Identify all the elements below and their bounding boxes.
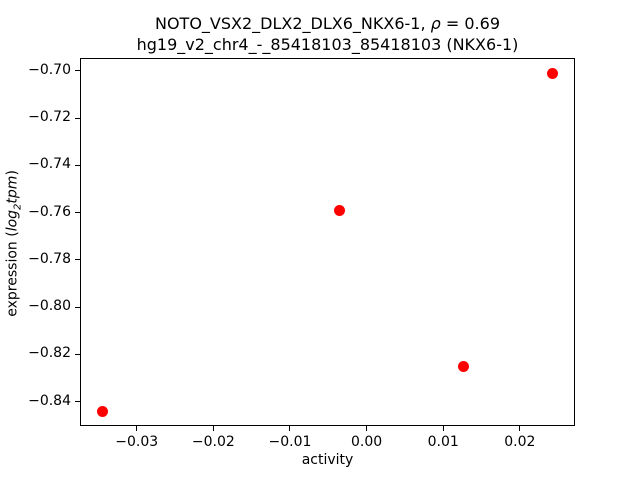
x-tick-mark xyxy=(366,426,368,431)
plot-area xyxy=(80,58,575,426)
x-tick-label: −0.02 xyxy=(191,434,235,450)
data-point xyxy=(457,360,469,372)
x-axis-label: activity xyxy=(301,452,354,468)
y-tick-mark xyxy=(75,401,80,403)
rho-symbol: ρ xyxy=(430,14,441,33)
x-tick-label: −0.01 xyxy=(268,434,312,450)
x-tick-label: 0.01 xyxy=(427,434,459,450)
x-tick-label: 0.02 xyxy=(504,434,536,450)
y-tick-label: −0.76 xyxy=(28,203,71,220)
x-tick-mark xyxy=(519,426,521,431)
y-tick-label: −0.74 xyxy=(28,156,71,173)
x-tick-label: −0.03 xyxy=(115,434,159,450)
y-label-tpm: tpm xyxy=(4,175,21,204)
title-text: NOTO_VSX2_DLX2_DLX6_NKX6-1, xyxy=(154,14,431,33)
y-tick-mark xyxy=(75,212,80,214)
x-tick-mark xyxy=(442,426,444,431)
y-tick-mark xyxy=(75,306,80,308)
y-tick-mark xyxy=(75,353,80,355)
rho-value: = 0.69 xyxy=(440,14,500,33)
y-tick-mark xyxy=(75,117,80,119)
title-line-1: NOTO_VSX2_DLX2_DLX6_NKX6-1, ρ = 0.69 xyxy=(80,13,575,34)
chart-title: NOTO_VSX2_DLX2_DLX6_NKX6-1, ρ = 0.69 hg1… xyxy=(80,13,575,55)
x-tick-mark xyxy=(289,426,291,431)
x-tick-mark xyxy=(212,426,214,431)
y-tick-mark xyxy=(75,259,80,261)
x-tick-label: 0.00 xyxy=(350,434,383,450)
y-tick-label: −0.78 xyxy=(28,250,71,267)
y-tick-mark xyxy=(75,70,80,72)
y-tick-label: −0.72 xyxy=(28,109,71,126)
y-tick-mark xyxy=(75,164,80,166)
y-tick-label: −0.84 xyxy=(28,392,71,409)
data-point xyxy=(334,204,346,216)
title-line-2: hg19_v2_chr4_-_85418103_85418103 (NKX6-1… xyxy=(136,35,519,54)
data-point xyxy=(97,405,109,417)
y-tick-label: −0.80 xyxy=(28,298,71,315)
y-tick-label: −0.70 xyxy=(28,61,71,78)
y-tick-label: −0.82 xyxy=(28,345,71,362)
x-tick-mark xyxy=(136,426,138,431)
data-point xyxy=(547,67,559,79)
